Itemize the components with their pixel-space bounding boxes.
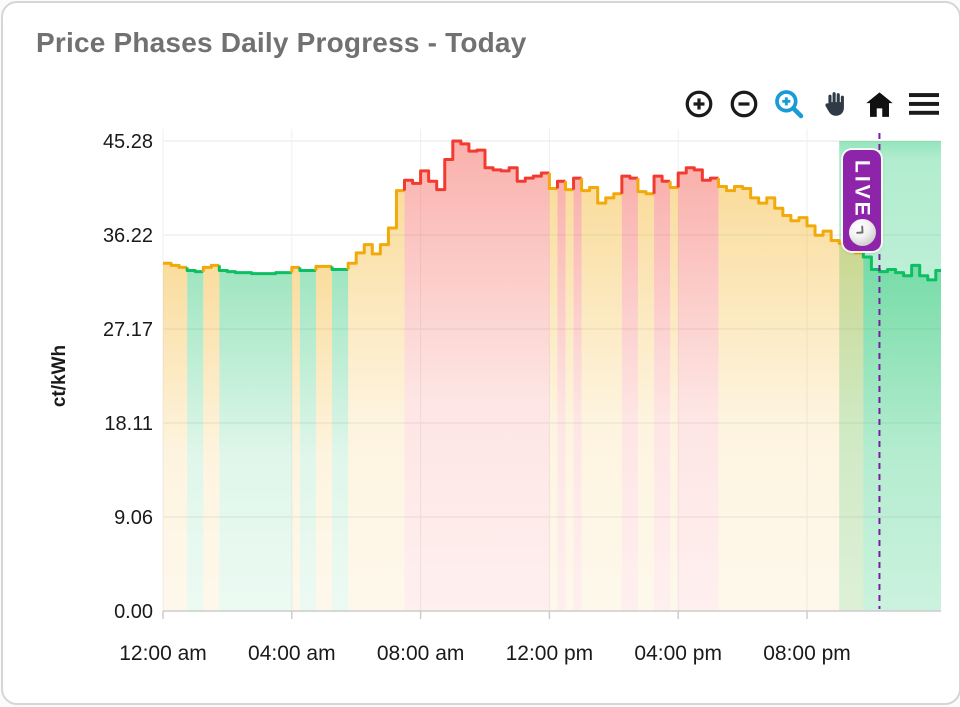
phase-fill-Y <box>670 187 679 611</box>
phase-fill-R <box>573 178 582 611</box>
phase-line-G <box>298 267 316 273</box>
phase-line-G <box>217 265 292 276</box>
y-tick-label: 27.17 <box>103 319 153 341</box>
phase-line-Y <box>163 261 188 269</box>
zoom-out-icon <box>730 90 758 118</box>
phase-line-R <box>572 176 582 190</box>
phase-line-Y <box>580 178 622 205</box>
zoom-in-icon <box>685 90 713 118</box>
home-icon <box>865 91 893 117</box>
phase-fill-R <box>678 167 719 611</box>
phase-line-G <box>861 252 941 282</box>
menu-button[interactable] <box>907 87 941 121</box>
y-tick-label: 45.28 <box>103 131 153 153</box>
phase-line-Y <box>636 178 655 196</box>
chart-title: Price Phases Daily Progress - Today <box>36 27 527 58</box>
phase-line-Y <box>201 263 220 272</box>
phase-fill-G <box>863 257 941 611</box>
box-zoom-magnifier-icon <box>775 90 804 119</box>
phase-fill-G <box>187 270 204 611</box>
x-tick-label: 08:00 pm <box>763 642 851 665</box>
phase-fill-Y <box>637 191 655 611</box>
x-axis <box>162 610 941 619</box>
zoom-in-button[interactable] <box>682 87 716 121</box>
clock-icon <box>848 218 876 246</box>
phase-fill-R <box>404 141 550 611</box>
phase-fill-Y <box>549 188 558 611</box>
x-tick-label: 04:00 am <box>248 642 336 665</box>
phase-fill-R <box>654 176 671 611</box>
phase-fill-Y <box>565 189 574 611</box>
home-button[interactable] <box>862 87 896 121</box>
phase-fill-Y <box>315 266 333 611</box>
x-tick-label: 12:00 am <box>119 642 207 665</box>
phase-line-Y <box>547 172 558 191</box>
price-phases-chart[interactable]: 0.00 9.06 18.11 27.17 36.22 45.28 12:00 am 04:0… <box>3 3 960 707</box>
phase-fill-Y <box>718 186 864 611</box>
phase-line-R <box>403 139 550 192</box>
phase-line-Y <box>716 178 864 255</box>
phase-line-Y <box>668 181 679 190</box>
phase-fill-G <box>219 270 292 611</box>
zoom-out-button[interactable] <box>727 87 761 121</box>
phase-fill-Y <box>291 267 300 611</box>
phase-line-Y <box>290 265 300 273</box>
y-tick-label: 18.11 <box>104 413 153 435</box>
x-tick-label: 12:00 pm <box>506 642 594 665</box>
axis-labels: 0.00 9.06 18.11 27.17 36.22 45.28 12:00 am 04:0… <box>49 131 851 665</box>
phase-line-R <box>676 166 719 188</box>
phase-fill-Y <box>581 187 622 611</box>
phase-fill-Y <box>203 265 220 611</box>
y-tick-label: 0.00 <box>114 601 153 623</box>
phase-line-R <box>652 174 671 194</box>
phase-line-R <box>620 174 638 194</box>
x-tick-label: 08:00 am <box>377 642 465 665</box>
live-badge: LIVE <box>843 150 881 251</box>
phase-fill-R <box>621 176 638 611</box>
box-zoom-button[interactable] <box>772 87 806 121</box>
phase-fill-G <box>299 270 316 611</box>
phase-fill-G <box>332 269 349 611</box>
phase-fill-Y <box>348 190 405 611</box>
phase-line-Y <box>346 189 405 270</box>
pan-hand-icon <box>824 91 844 116</box>
phase-fill-R <box>557 181 566 611</box>
y-tick-label: 9.06 <box>114 507 153 529</box>
phase-fill-Y <box>163 263 188 611</box>
phase-line-Y <box>564 181 574 192</box>
y-axis-title: ct/kWh <box>49 345 70 407</box>
live-badge-label: LIVE <box>850 160 874 219</box>
chart-toolbar <box>682 87 941 121</box>
y-tick-label: 36.22 <box>103 225 153 247</box>
phase-line-R <box>555 179 566 189</box>
pan-button[interactable] <box>817 87 851 121</box>
phase-line-G <box>330 266 349 272</box>
x-tick-label: 04:00 pm <box>634 642 722 665</box>
phase-line-G <box>185 267 204 274</box>
hamburger-menu-icon <box>909 93 939 115</box>
price-series <box>163 139 941 611</box>
phase-line-Y <box>314 264 333 271</box>
